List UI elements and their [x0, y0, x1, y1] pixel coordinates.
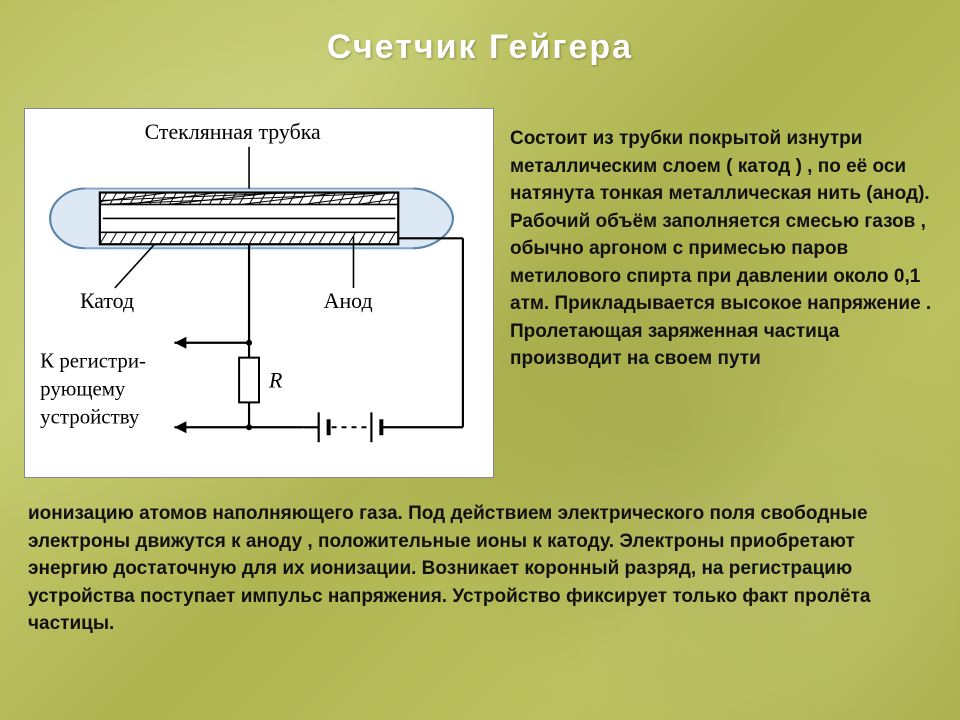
diagram-svg: Стеклянная трубка Катод Анод R [25, 109, 493, 477]
page-title: Счетчик Гейгера [0, 28, 960, 67]
label-device-3: устройству [40, 404, 140, 428]
label-device-2: рующему [40, 376, 126, 400]
description-side: Состоит из трубки покрытой изнутри метал… [510, 125, 940, 373]
geiger-diagram: Стеклянная трубка Катод Анод R [24, 108, 494, 478]
resistor [239, 358, 259, 403]
arrow-bottom [174, 421, 186, 433]
label-device-1: К регистри- [40, 349, 146, 373]
label-resistor: R [268, 368, 282, 392]
label-cathode: Катод [80, 289, 134, 313]
label-anode: Анод [324, 289, 373, 313]
arrow-top [174, 337, 186, 349]
label-glass-tube: Стеклянная трубка [145, 120, 321, 144]
description-bottom: ионизацию атомов наполняющего газа. Под … [28, 500, 938, 638]
